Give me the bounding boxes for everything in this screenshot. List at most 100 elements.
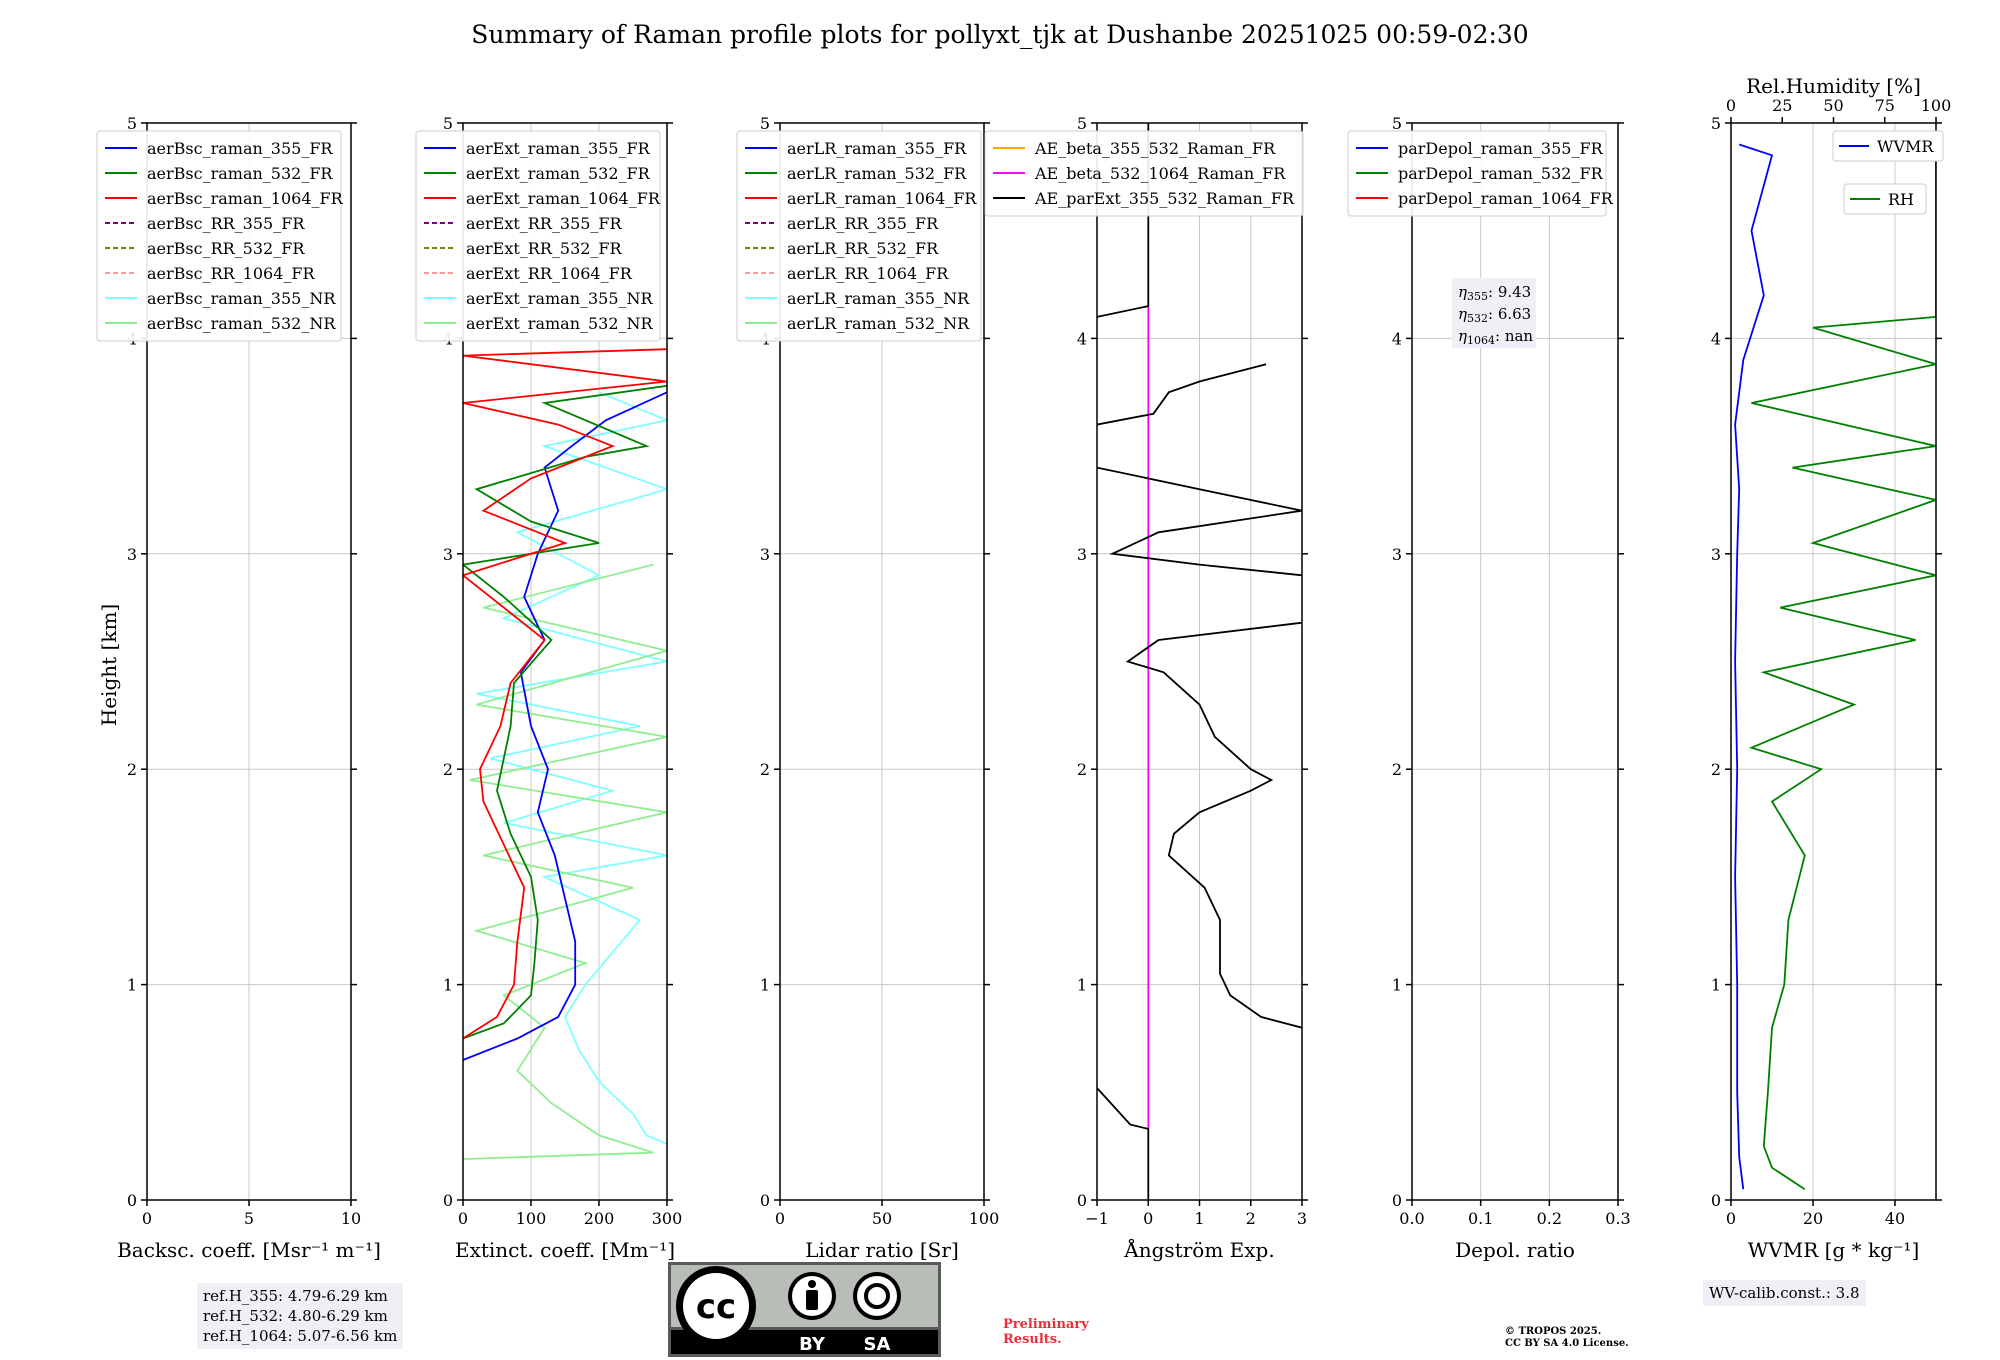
series-aerExt_raman_355_NR [476,391,667,1145]
top-x-tick-label: 0 [1726,96,1736,115]
legend-label: aerExt_raman_355_FR [466,139,651,158]
x-tick-label: 10 [341,1209,361,1228]
y-tick-label: 5 [1392,114,1402,133]
legend-label: aerLR_RR_532_FR [787,239,939,258]
legend-box [1347,130,1607,217]
top-x-tick-label: 50 [1823,96,1843,115]
x-tick-label: 100 [969,1209,1000,1228]
preliminary-notice: Preliminary Results. [1003,1317,1089,1347]
legend-label: WVMR [1877,137,1934,156]
y-tick-label: 1 [760,976,770,995]
y-tick-label: 5 [1077,114,1087,133]
x-tick-label: 0.0 [1399,1209,1424,1228]
legend-label: AE_beta_355_532_Raman_FR [1034,139,1276,158]
y-tick-label: 3 [443,545,453,564]
y-tick-label: 1 [1392,976,1402,995]
figure-title: Summary of Raman profile plots for polly… [471,20,1529,49]
reference-heights-box: ref.H_355: 4.79-6.29 km ref.H_532: 4.80-… [197,1283,404,1349]
y-tick-label: 4 [1392,329,1402,348]
x-axis-label: Backsc. coeff. [Msr⁻¹ m⁻¹] [117,1238,381,1262]
legend-label: aerLR_RR_1064_FR [787,264,949,283]
axes-frame [1096,122,1303,1201]
y-tick-label: 2 [760,760,770,779]
x-tick-label: 50 [872,1209,892,1228]
x-axis-label: WVMR [g * kg⁻¹] [1748,1238,1920,1262]
legend-label: aerLR_raman_532_NR [787,314,970,333]
cc-license-logo[interactable]: cc BY SA [668,1262,941,1357]
series-AE_parExt_355_532_Raman_FR-c [1097,466,1302,577]
series-WVMR [1734,143,1774,1190]
y-tick-label: 0 [1077,1191,1087,1210]
svg-text:η355: 9.43: η355: 9.43 [1458,283,1531,303]
legend-label: AE_parExt_355_532_Raman_FR [1034,189,1295,208]
legend-label: aerLR_raman_532_FR [787,164,967,183]
y-tick-label: 3 [1077,545,1087,564]
eta-annotation: η355: 9.43 η532: 6.63 η1064: nan [1452,278,1536,348]
ref-height-355: ref.H_355: 4.79-6.29 km [203,1287,388,1305]
legend-label: parDepol_raman_1064_FR [1398,189,1614,208]
legend: aerBsc_raman_355_FR aerBsc_raman_532_FRae… [96,130,344,342]
legend-label: aerBsc_raman_1064_FR [147,189,344,208]
svg-text:η532: 6.63: η532: 6.63 [1458,305,1531,325]
x-tick-label: 0.2 [1537,1209,1562,1228]
y-tick-label: 1 [1077,976,1087,995]
legend-label: AE_beta_532_1064_Raman_FR [1034,164,1286,183]
x-tick-label: 200 [584,1209,615,1228]
x-tick-label: 5 [244,1209,254,1228]
legend-label: aerBsc_RR_355_FR [147,214,305,233]
y-tick-label: 0 [1711,1191,1721,1210]
series-aerExt_raman_355_FR [463,391,667,1061]
x-axis-label: Extinct. coeff. [Mm⁻¹] [455,1238,675,1262]
series-RH [1748,148,1936,1190]
legend-label: aerLR_raman_355_FR [787,139,967,158]
legend: parDepol_raman_355_FR parDepol_raman_532_… [1347,130,1614,217]
x-axis-label: Lidar ratio [Sr] [805,1238,959,1262]
legend-label: aerExt_raman_1064_FR [466,189,661,208]
legend-box [1843,183,1927,215]
y-tick-label: 3 [760,545,770,564]
copyright-notice: © TROPOS 2025. CC BY SA 4.0 License. [1505,1326,1629,1349]
svg-text:BY: BY [799,1334,826,1355]
svg-text:SA: SA [864,1334,891,1355]
legend-label: aerBsc_raman_532_NR [147,314,336,333]
legend: aerExt_raman_355_FR aerExt_raman_532_FRae… [415,130,661,342]
x-tick-label: 0.1 [1468,1209,1493,1228]
y-tick-label: 0 [443,1191,453,1210]
x-axis-label: Ångström Exp. [1123,1237,1274,1262]
x-tick-label: 300 [652,1209,683,1228]
y-tick-label: 5 [1711,114,1721,133]
legend-box [1832,130,1944,162]
x-tick-label: 0 [775,1209,785,1228]
axes-frame [1411,122,1619,1201]
y-tick-label: 1 [1711,976,1721,995]
legend-label: aerBsc_RR_1064_FR [147,264,316,283]
svg-text:cc: cc [696,1287,736,1327]
legend-box [736,130,982,342]
panel-lr: 012345050100Lidar ratio [Sr]aerLR_raman_… [736,114,1000,1262]
legend-label: aerExt_raman_532_FR [466,164,651,183]
legend-label: aerExt_raman_355_NR [466,289,654,308]
y-tick-label: 3 [1711,545,1721,564]
legend-box [96,130,342,342]
x-tick-label: 0 [458,1209,468,1228]
legend: aerLR_raman_355_FR aerLR_raman_532_FR aerL… [736,130,982,342]
y-axis-label: Height [km] [97,604,121,726]
ref-height-532: ref.H_532: 4.80-6.29 km [203,1307,388,1325]
legend-label: aerBsc_raman_355_NR [147,289,336,308]
y-tick-label: 2 [443,760,453,779]
x-tick-label: 2 [1246,1209,1256,1228]
series-aerExt_raman_532_FR [463,384,667,1040]
legend: AE_beta_355_532_Raman_FR AE_beta_532_1064… [984,130,1304,217]
wv-calib-box: WV-calib.const.: 3.8 [1703,1280,1866,1306]
legend-box [415,130,661,342]
y-tick-label: 0 [760,1191,770,1210]
legend-label: aerExt_raman_532_NR [466,314,654,333]
series-AE_parExt_355_532_Raman_FR [1097,1087,1150,1200]
y-tick-label: 5 [127,114,137,133]
legend-label: aerLR_RR_355_FR [787,214,939,233]
ref-height-1064: ref.H_1064: 5.07-6.56 km [203,1327,398,1345]
legend-label: aerLR_raman_1064_FR [787,189,977,208]
